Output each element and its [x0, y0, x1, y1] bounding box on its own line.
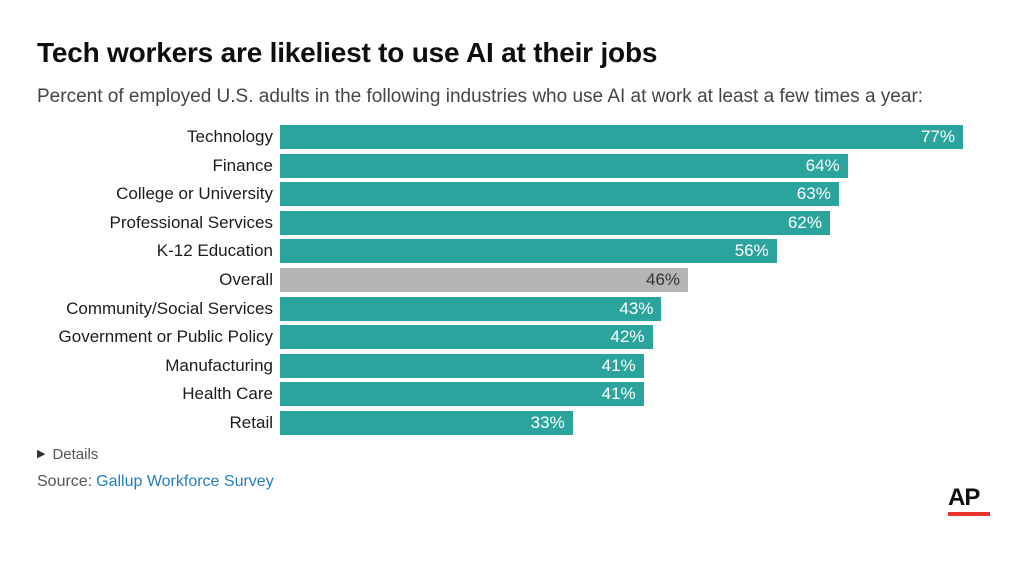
bar: 41%: [280, 382, 644, 407]
bar: 41%: [280, 353, 644, 378]
bar-track: 77%: [280, 125, 963, 149]
value-label: 46%: [645, 269, 681, 289]
category-label: Technology: [186, 127, 273, 146]
bar-track: 63%: [280, 182, 963, 207]
value-label: 63%: [796, 184, 831, 204]
bar: 62%: [280, 210, 830, 235]
chart-row: Retail 33%: [37, 410, 987, 435]
bar: 43%: [280, 296, 662, 321]
value-label: 33%: [530, 412, 565, 432]
bar: 77%: [280, 125, 963, 149]
chart-row: Technology 77%: [37, 125, 987, 149]
bar-track: 64%: [280, 153, 963, 178]
value-label: 64%: [805, 155, 840, 175]
bar-track: 42%: [280, 325, 963, 350]
bar-track: 41%: [280, 353, 963, 378]
ap-logo-text: AP: [948, 484, 980, 511]
bar-track: 56%: [280, 239, 963, 264]
value-label: 62%: [787, 212, 822, 232]
category-label: Finance: [212, 155, 273, 175]
source-prefix: Source:: [37, 472, 93, 490]
bar-track: 46%: [280, 267, 963, 292]
bar: 64%: [280, 153, 848, 178]
chart-row: K-12 Education 56%: [37, 239, 987, 264]
chart-row: College or University 63%: [37, 182, 987, 207]
chart-row: Health Care 41%: [37, 382, 987, 407]
chart-row: Government or Public Policy 42%: [37, 325, 987, 350]
details-toggle[interactable]: ▶ Details: [37, 446, 98, 463]
triangle-right-icon: ▶: [37, 447, 46, 460]
category-label: College or University: [116, 184, 273, 204]
bar: 46%: [280, 267, 689, 292]
source-line: Source: Gallup Workforce Survey: [37, 473, 987, 491]
bar: 56%: [280, 239, 777, 264]
page-title: Tech workers are likeliest to use AI at …: [37, 37, 658, 68]
chart-row: Finance 64%: [37, 153, 987, 178]
bar: 63%: [280, 182, 839, 207]
value-label: 41%: [601, 355, 636, 375]
chart-row: Manufacturing 41%: [37, 353, 987, 378]
ap-logo: AP: [948, 486, 990, 516]
bar: 33%: [280, 410, 573, 435]
category-label: K-12 Education: [156, 241, 273, 261]
chart-subtitle: Percent of employed U.S. adults in the f…: [37, 86, 924, 107]
ap-logo-underline: [948, 512, 990, 516]
bar-track: 43%: [280, 296, 963, 321]
bar-track: 41%: [280, 382, 963, 407]
value-label: 41%: [601, 384, 636, 404]
details-label: Details: [52, 445, 99, 463]
category-label: Health Care: [182, 384, 273, 404]
chart-row: Professional Services 62%: [37, 210, 987, 235]
bar: 42%: [280, 325, 653, 350]
value-label: 42%: [610, 327, 645, 347]
category-label: Overall: [219, 269, 273, 289]
source-link[interactable]: Gallup Workforce Survey: [96, 472, 274, 490]
chart-row: Overall 46%: [37, 267, 987, 292]
chart-row: Community/Social Services 43%: [37, 296, 987, 321]
value-label: 56%: [734, 241, 769, 261]
value-label: 77%: [920, 127, 955, 146]
category-label: Retail: [229, 412, 273, 432]
value-label: 43%: [619, 298, 654, 318]
category-label: Community/Social Services: [66, 298, 273, 318]
bar-track: 62%: [280, 210, 963, 235]
category-label: Manufacturing: [165, 355, 273, 375]
category-label: Government or Public Policy: [58, 327, 273, 347]
bar-track: 33%: [280, 410, 963, 435]
category-label: Professional Services: [109, 212, 273, 232]
bar-chart: Technology 77% Finance 64% College or Un…: [37, 125, 987, 435]
